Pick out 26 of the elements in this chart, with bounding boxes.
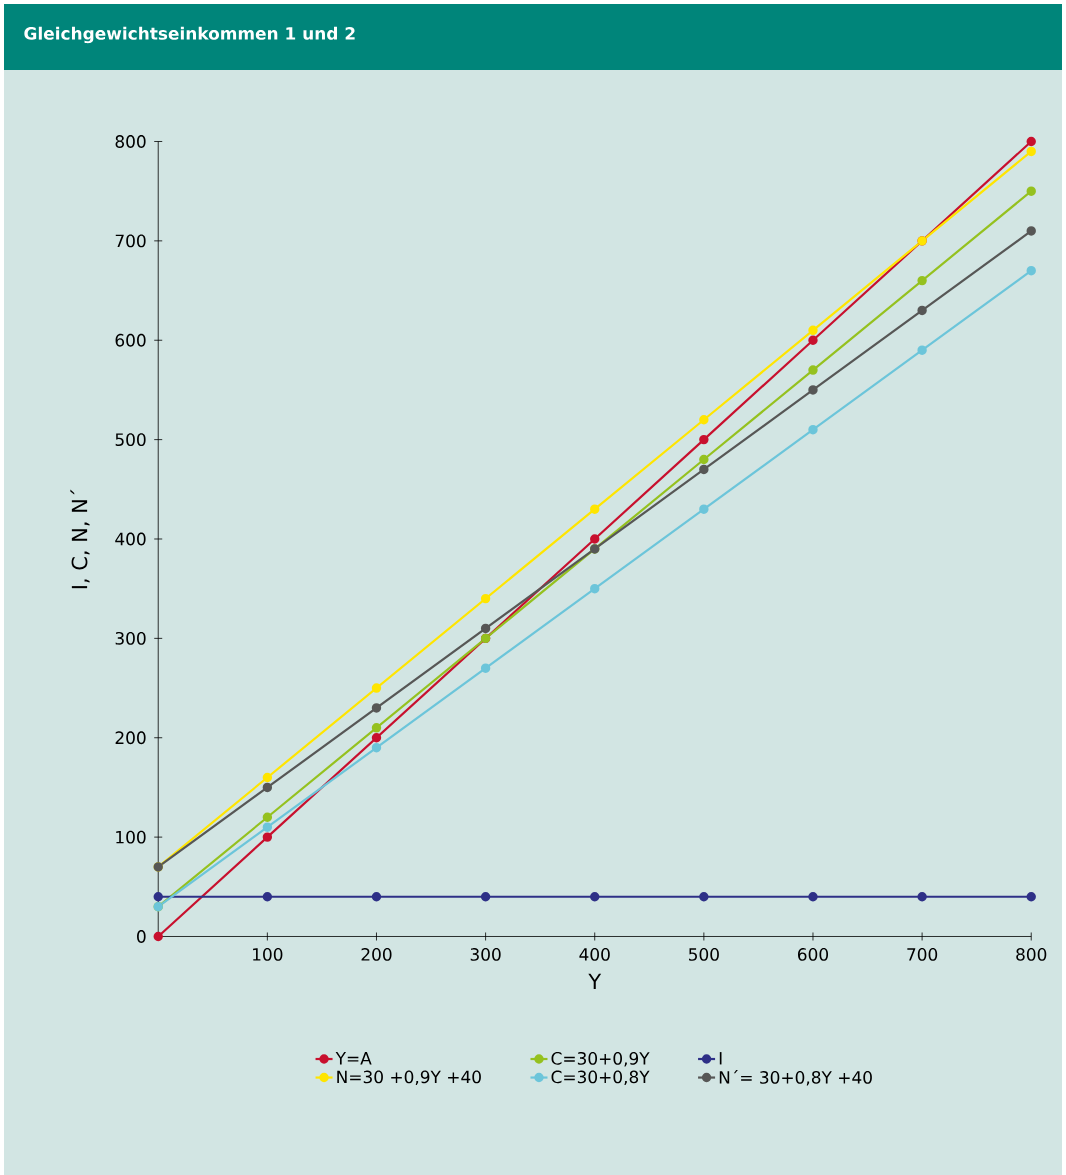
x-tick-label: 400 — [579, 948, 610, 961]
x-tick-label: 100 — [253, 948, 283, 961]
x-tick-label: 200 — [361, 948, 392, 961]
y-tick-label: 300 — [115, 631, 146, 645]
y-tick-label: 700 — [115, 234, 146, 248]
legend-label: C=30+0,9Y — [551, 1051, 650, 1067]
chart-title: Gleichgewichtseinkommen 1 und 2 — [24, 26, 355, 44]
y-tick-label: 200 — [115, 731, 146, 745]
legend-label: N´= 30+0,8Y +40 — [719, 1070, 872, 1086]
y-tick-label: 500 — [115, 433, 146, 447]
y-tick-label: 800 — [115, 135, 146, 148]
x-tick-label: 300 — [470, 948, 501, 961]
x-tick-label: 600 — [798, 948, 829, 961]
y-tick-label: 600 — [115, 333, 146, 347]
legend-label: I — [719, 1052, 722, 1065]
y-tick-label: 400 — [115, 532, 146, 546]
x-tick-label: 500 — [689, 948, 719, 961]
legend-label: C=30+0,8Y — [551, 1070, 650, 1086]
y-tick-label: 0 — [137, 930, 146, 943]
legend-label: N=30 +0,9Y +40 — [337, 1070, 481, 1086]
x-tick-label: 700 — [907, 948, 938, 961]
y-axis-title: I, C, N, N´ — [70, 489, 90, 589]
y-tick-label: 100 — [116, 830, 146, 844]
legend-label: Y=A — [335, 1052, 372, 1065]
x-tick-label: 800 — [1016, 948, 1047, 961]
x-axis-title: Y — [588, 973, 602, 989]
